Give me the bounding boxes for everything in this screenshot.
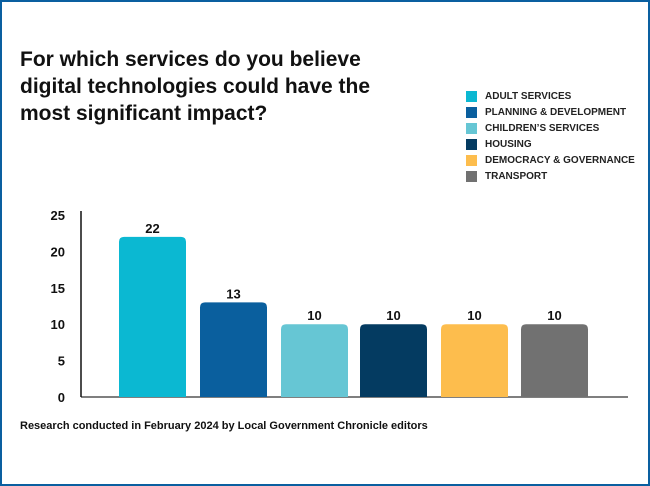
y-tick-label: 20	[51, 244, 65, 259]
legend-swatch	[466, 138, 477, 150]
legend-item: DEMOCRACY & GOVERNANCE	[466, 152, 635, 168]
y-tick-label: 10	[51, 317, 65, 332]
y-tick-label: 15	[51, 281, 65, 296]
legend-swatch	[466, 122, 477, 134]
legend-item: TRANSPORT	[466, 168, 635, 184]
legend-label: CHILDREN’S SERVICES	[485, 122, 600, 134]
legend-label: TRANSPORT	[485, 170, 548, 182]
bar-value-label: 10	[547, 308, 561, 323]
legend-label: ADULT SERVICES	[485, 90, 572, 102]
legend-item: ADULT SERVICES	[466, 88, 635, 104]
bar-value-label: 10	[467, 308, 481, 323]
bar-value-label: 10	[307, 308, 321, 323]
bar	[200, 302, 267, 397]
bar	[281, 324, 348, 397]
y-tick-label: 25	[51, 208, 65, 223]
chart-title: For which services do you believe digita…	[20, 48, 371, 125]
y-tick-label: 0	[58, 390, 65, 405]
legend-swatch	[466, 154, 477, 166]
bar	[360, 324, 427, 397]
footer-note: Research conducted in February 2024 by L…	[20, 420, 428, 432]
legend-item: CHILDREN’S SERVICES	[466, 120, 635, 136]
legend-label: PLANNING & DEVELOPMENT	[485, 106, 627, 118]
legend-swatch	[466, 90, 477, 102]
bar	[441, 324, 508, 397]
legend-swatch	[466, 170, 477, 182]
legend-item: HOUSING	[466, 136, 635, 152]
y-tick-label: 5	[58, 354, 65, 369]
bar-value-label: 10	[386, 308, 400, 323]
bar	[119, 236, 186, 397]
legend: ADULT SERVICES PLANNING & DEVELOPMENT CHIL…	[466, 88, 635, 184]
bar-value-label: 22	[145, 221, 159, 236]
legend-item: PLANNING & DEVELOPMENT	[466, 104, 635, 120]
bar	[521, 324, 588, 397]
legend-label: HOUSING	[485, 138, 532, 150]
bar-value-label: 13	[226, 286, 240, 301]
legend-label: DEMOCRACY & GOVERNANCE	[485, 154, 635, 166]
legend-swatch	[466, 106, 477, 118]
